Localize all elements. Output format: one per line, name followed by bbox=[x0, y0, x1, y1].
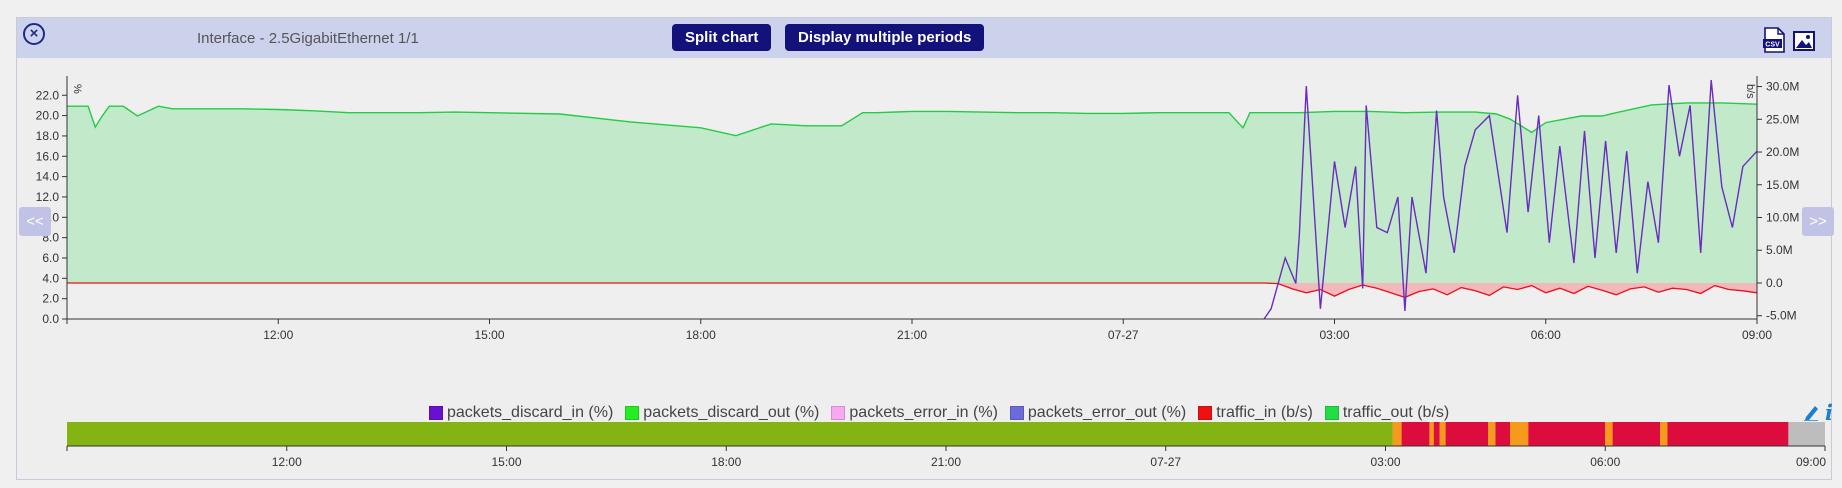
legend-item[interactable]: packets_discard_out (%) bbox=[625, 404, 819, 422]
timeline-segment-crit bbox=[1495, 422, 1510, 446]
left-tick-label: 14.0 bbox=[36, 170, 60, 184]
x-tick-label: 12:00 bbox=[263, 328, 293, 342]
previous-period-button[interactable]: << bbox=[19, 207, 51, 236]
chart-panel: × Interface - 2.5GigabitEthernet 1/1 Spl… bbox=[16, 17, 1834, 480]
x-tick-label: 21:00 bbox=[897, 328, 927, 342]
packets-discard-in-line bbox=[1263, 79, 1758, 320]
left-tick-label: 4.0 bbox=[42, 271, 59, 285]
chart-legend: packets_discard_in (%) packets_discard_ou… bbox=[429, 402, 1461, 424]
main-chart[interactable]: 22.020.018.016.014.012.010.08.06.04.02.0… bbox=[17, 58, 1833, 388]
legend-item[interactable]: traffic_out (b/s) bbox=[1324, 404, 1450, 422]
timeline-tick-label: 12:00 bbox=[272, 455, 302, 469]
next-period-button[interactable]: >> bbox=[1802, 207, 1834, 236]
x-tick-label: 06:00 bbox=[1531, 328, 1561, 342]
timeline-tick-label: 06:00 bbox=[1590, 455, 1620, 469]
timeline-segment-warn bbox=[1510, 422, 1529, 446]
split-chart-button[interactable]: Split chart bbox=[672, 24, 772, 51]
timeline-segment-crit bbox=[1667, 422, 1789, 446]
timeline-tick-label: 21:00 bbox=[931, 455, 961, 469]
traffic-out-line bbox=[67, 102, 1758, 137]
timeline-segment-nodata bbox=[1788, 422, 1825, 446]
right-tick-label: 0.0 bbox=[1766, 276, 1783, 290]
legend-item[interactable]: traffic_in (b/s) bbox=[1198, 404, 1313, 422]
status-timeline[interactable]: 12:00 15:00 18:00 21:00 07-27 03:00 06:00 09:00 bbox=[17, 416, 1833, 488]
image-export-icon[interactable] bbox=[1793, 30, 1815, 52]
left-tick-label: 12.0 bbox=[36, 190, 60, 204]
legend-label: traffic_in (b/s) bbox=[1216, 404, 1313, 421]
timeline-segment-warn bbox=[1392, 422, 1402, 446]
right-tick-label: 10.0M bbox=[1766, 211, 1799, 225]
right-axis-label: b/s bbox=[1744, 84, 1756, 99]
csv-export-icon[interactable]: CSV bbox=[1763, 27, 1785, 53]
legend-swatch bbox=[1324, 406, 1339, 420]
timeline-tick-label: 07-27 bbox=[1150, 455, 1181, 469]
timeline-segment-warn bbox=[1439, 422, 1446, 446]
panel-header: × Interface - 2.5GigabitEthernet 1/1 Spl… bbox=[17, 18, 1831, 58]
x-tick-label: 18:00 bbox=[686, 328, 716, 342]
right-tick-label: 15.0M bbox=[1766, 178, 1799, 192]
legend-swatch bbox=[1009, 406, 1024, 420]
timeline-segment-crit bbox=[1401, 422, 1430, 446]
svg-text:CSV: CSV bbox=[1765, 42, 1780, 49]
timeline-segment-ok bbox=[67, 422, 1393, 446]
x-tick-label: 15:00 bbox=[474, 328, 504, 342]
legend-item[interactable]: packets_discard_in (%) bbox=[429, 404, 613, 422]
legend-item[interactable]: packets_error_out (%) bbox=[1009, 404, 1187, 422]
right-tick-label: -5.0M bbox=[1766, 309, 1797, 323]
timeline-segment-crit bbox=[1445, 422, 1489, 446]
legend-swatch bbox=[429, 406, 443, 420]
left-tick-label: 18.0 bbox=[36, 129, 60, 143]
panel-title: Interface - 2.5GigabitEthernet 1/1 bbox=[197, 30, 419, 47]
right-tick-label: 5.0M bbox=[1766, 243, 1793, 257]
timeline-tick-label: 15:00 bbox=[491, 455, 521, 469]
timeline-segment-warn bbox=[1660, 422, 1668, 446]
x-tick-label: 09:00 bbox=[1742, 328, 1772, 342]
right-tick-label: 30.0M bbox=[1766, 80, 1799, 94]
timeline-segment-crit bbox=[1612, 422, 1661, 446]
right-tick-label: 25.0M bbox=[1766, 112, 1799, 126]
display-multiple-periods-button[interactable]: Display multiple periods bbox=[785, 24, 985, 51]
timeline-tick-label: 18:00 bbox=[711, 455, 741, 469]
legend-item[interactable]: packets_error_in (%) bbox=[831, 404, 998, 422]
left-tick-label: 22.0 bbox=[36, 88, 60, 102]
traffic-in-area bbox=[67, 282, 1757, 298]
left-tick-label: 0.0 bbox=[42, 312, 59, 326]
timeline-segment-warn bbox=[1429, 422, 1434, 446]
left-tick-label: 20.0 bbox=[36, 109, 60, 123]
info-icon[interactable]: i bbox=[1825, 400, 1833, 425]
traffic-in-line bbox=[67, 282, 1758, 299]
legend-swatch bbox=[831, 406, 846, 420]
left-tick-label: 16.0 bbox=[36, 149, 60, 163]
traffic-out-area bbox=[67, 102, 1757, 283]
legend-label: packets_discard_out (%) bbox=[643, 404, 820, 421]
legend-label: packets_error_in (%) bbox=[849, 404, 998, 421]
timeline-segment-crit bbox=[1528, 422, 1606, 446]
left-tick-label: 6.0 bbox=[42, 251, 59, 265]
timeline-segment-warn bbox=[1605, 422, 1613, 446]
left-tick-label: 2.0 bbox=[42, 292, 59, 306]
legend-label: packets_discard_in (%) bbox=[447, 404, 614, 421]
legend-label: traffic_out (b/s) bbox=[1342, 404, 1450, 421]
close-icon[interactable]: × bbox=[23, 23, 45, 45]
legend-swatch bbox=[1198, 406, 1213, 420]
legend-label: packets_error_out (%) bbox=[1027, 404, 1187, 421]
timeline-segment-crit bbox=[1433, 422, 1440, 446]
x-tick-label: 07-27 bbox=[1108, 328, 1139, 342]
legend-swatch bbox=[625, 406, 640, 420]
timeline-tick-label: 09:00 bbox=[1796, 455, 1826, 469]
right-tick-label: 20.0M bbox=[1766, 145, 1799, 159]
pencil-icon[interactable] bbox=[1803, 403, 1819, 421]
timeline-segment-warn bbox=[1488, 422, 1496, 446]
x-tick-label: 03:00 bbox=[1319, 328, 1349, 342]
left-axis-label: % bbox=[71, 84, 83, 94]
timeline-tick-label: 03:00 bbox=[1370, 455, 1400, 469]
